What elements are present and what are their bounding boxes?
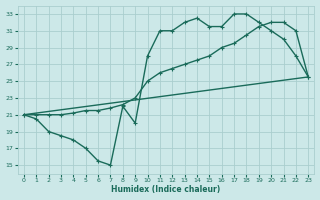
X-axis label: Humidex (Indice chaleur): Humidex (Indice chaleur) xyxy=(111,185,221,194)
